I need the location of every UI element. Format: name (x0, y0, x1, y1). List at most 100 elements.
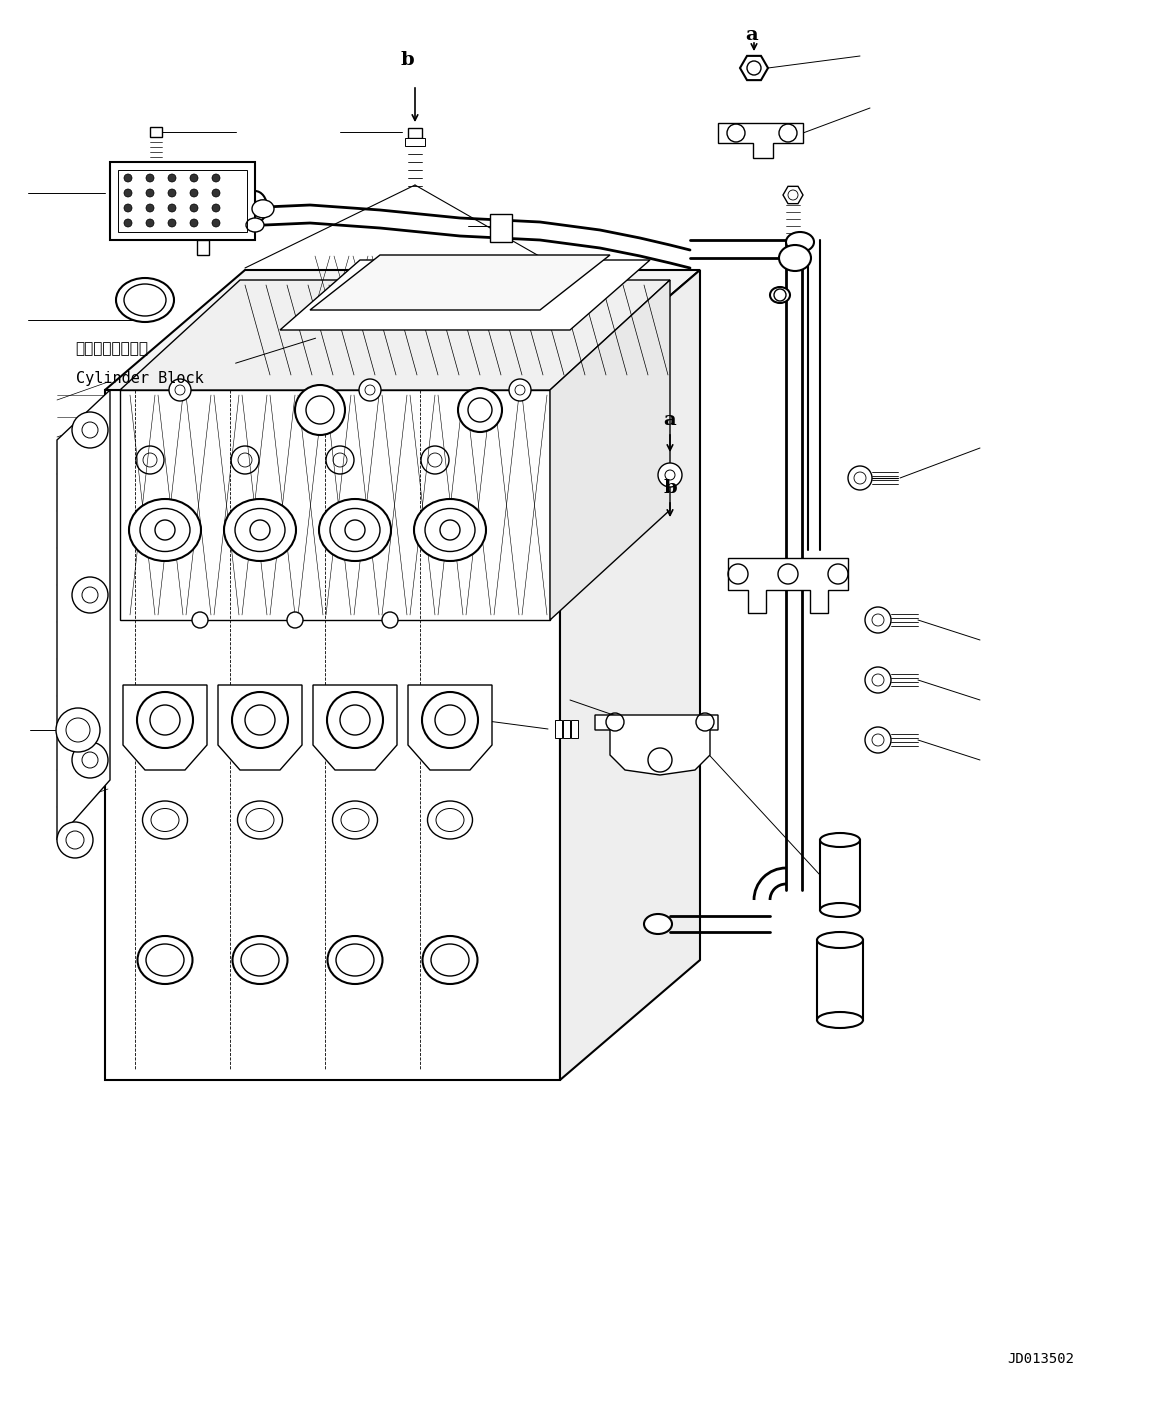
Ellipse shape (247, 218, 264, 232)
Ellipse shape (414, 498, 486, 562)
Text: JD013502: JD013502 (1007, 1352, 1075, 1366)
Polygon shape (313, 685, 397, 769)
Ellipse shape (247, 809, 274, 831)
Polygon shape (311, 256, 611, 310)
Ellipse shape (786, 232, 814, 251)
Polygon shape (728, 557, 848, 614)
Polygon shape (105, 270, 700, 390)
Text: b: b (400, 51, 414, 69)
Circle shape (865, 667, 891, 694)
Bar (405, 138, 424, 146)
Circle shape (865, 607, 891, 633)
Ellipse shape (235, 508, 285, 552)
Ellipse shape (233, 936, 287, 984)
Ellipse shape (224, 498, 297, 562)
Ellipse shape (143, 802, 187, 840)
Polygon shape (120, 279, 670, 390)
Circle shape (192, 612, 208, 628)
Ellipse shape (151, 809, 179, 831)
Circle shape (359, 379, 381, 402)
Polygon shape (57, 390, 110, 840)
Bar (197, 240, 209, 256)
Circle shape (155, 519, 174, 541)
Circle shape (287, 612, 304, 628)
Circle shape (468, 397, 492, 423)
Ellipse shape (116, 278, 174, 322)
Polygon shape (280, 260, 650, 330)
Circle shape (190, 204, 198, 212)
Text: b: b (663, 479, 677, 497)
Polygon shape (550, 279, 670, 621)
Ellipse shape (140, 508, 190, 552)
Polygon shape (740, 56, 768, 80)
Ellipse shape (816, 932, 863, 948)
Bar (408, 128, 422, 138)
Ellipse shape (424, 508, 475, 552)
Ellipse shape (328, 936, 383, 984)
Circle shape (775, 289, 786, 300)
Circle shape (190, 190, 198, 197)
Ellipse shape (820, 833, 859, 847)
Bar (571, 720, 578, 739)
Ellipse shape (243, 191, 267, 223)
Ellipse shape (436, 809, 464, 831)
Circle shape (167, 190, 176, 197)
Circle shape (167, 174, 176, 183)
Circle shape (167, 219, 176, 227)
Circle shape (381, 612, 398, 628)
Circle shape (212, 219, 220, 227)
Ellipse shape (428, 802, 472, 840)
Ellipse shape (779, 246, 811, 271)
Polygon shape (783, 187, 802, 204)
Circle shape (169, 379, 191, 402)
Text: Cylinder Block: Cylinder Block (76, 371, 204, 386)
Bar (816, 941, 863, 1019)
Circle shape (147, 174, 154, 183)
Ellipse shape (237, 802, 283, 840)
Bar (820, 840, 859, 910)
Bar (490, 213, 512, 241)
Ellipse shape (816, 1012, 863, 1028)
Polygon shape (123, 685, 207, 769)
Ellipse shape (422, 936, 478, 984)
Circle shape (66, 717, 90, 741)
Circle shape (190, 219, 198, 227)
Circle shape (167, 204, 176, 212)
Circle shape (124, 219, 131, 227)
Circle shape (57, 821, 93, 858)
Ellipse shape (129, 498, 201, 562)
Circle shape (147, 219, 154, 227)
Ellipse shape (333, 802, 378, 840)
Circle shape (306, 396, 334, 424)
Ellipse shape (252, 199, 274, 218)
Circle shape (124, 174, 131, 183)
Bar (110, 161, 255, 240)
Ellipse shape (336, 943, 374, 976)
Circle shape (440, 519, 461, 541)
Polygon shape (561, 270, 700, 1080)
Ellipse shape (124, 284, 166, 316)
Circle shape (72, 411, 108, 448)
Circle shape (147, 190, 154, 197)
Circle shape (72, 741, 108, 778)
Circle shape (56, 708, 100, 753)
Circle shape (72, 577, 108, 614)
Polygon shape (408, 685, 492, 769)
Ellipse shape (644, 914, 672, 934)
Ellipse shape (820, 903, 859, 917)
Circle shape (295, 385, 345, 435)
Circle shape (865, 727, 891, 753)
Ellipse shape (431, 943, 469, 976)
Bar (563, 720, 570, 739)
Ellipse shape (137, 936, 193, 984)
Polygon shape (105, 390, 561, 1080)
Polygon shape (217, 685, 302, 769)
Circle shape (124, 190, 131, 197)
Circle shape (212, 190, 220, 197)
Circle shape (345, 519, 365, 541)
Circle shape (250, 519, 270, 541)
Ellipse shape (341, 809, 369, 831)
Polygon shape (595, 715, 718, 775)
Circle shape (458, 388, 502, 432)
Polygon shape (120, 390, 550, 621)
